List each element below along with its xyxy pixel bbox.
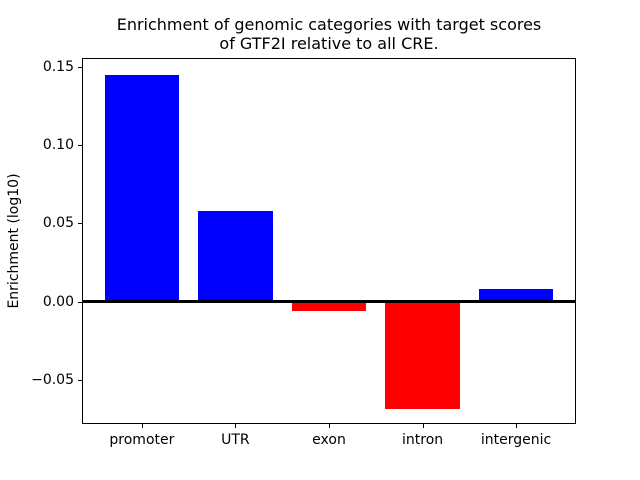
y-tick-label: −0.05 xyxy=(31,371,74,388)
bar-UTR xyxy=(198,211,273,302)
zero-line xyxy=(82,300,576,303)
x-tick-label-UTR: UTR xyxy=(221,432,250,448)
bar-intergenic xyxy=(478,289,554,302)
y-tick-mark xyxy=(78,67,82,69)
y-tick-label: 0.05 xyxy=(42,215,74,232)
bar-intron xyxy=(385,301,460,410)
y-tick-mark xyxy=(78,301,82,303)
x-tick-label-promoter: promoter xyxy=(109,432,175,448)
plot-area xyxy=(82,58,576,424)
bar-promoter xyxy=(104,75,180,302)
bar-exon xyxy=(291,301,367,311)
x-tick-mark xyxy=(235,424,237,428)
x-tick-label-intergenic: intergenic xyxy=(480,432,552,448)
x-tick-mark xyxy=(329,424,330,428)
y-tick-mark xyxy=(78,145,82,147)
x-tick-label-exon: exon xyxy=(312,432,346,448)
x-tick-mark xyxy=(516,424,518,428)
x-tick-label-intron: intron xyxy=(402,432,444,448)
y-axis-label: Enrichment (log10) xyxy=(6,173,22,309)
y-tick-label: 0.00 xyxy=(42,293,74,310)
y-tick-label: 0.15 xyxy=(42,59,74,76)
x-tick-mark xyxy=(141,424,143,428)
y-tick-label: 0.10 xyxy=(42,137,74,154)
y-tick-mark xyxy=(78,223,82,225)
y-tick-mark xyxy=(78,379,82,381)
x-tick-mark xyxy=(422,424,424,428)
chart-title: Enrichment of genomic categories with ta… xyxy=(116,15,542,53)
